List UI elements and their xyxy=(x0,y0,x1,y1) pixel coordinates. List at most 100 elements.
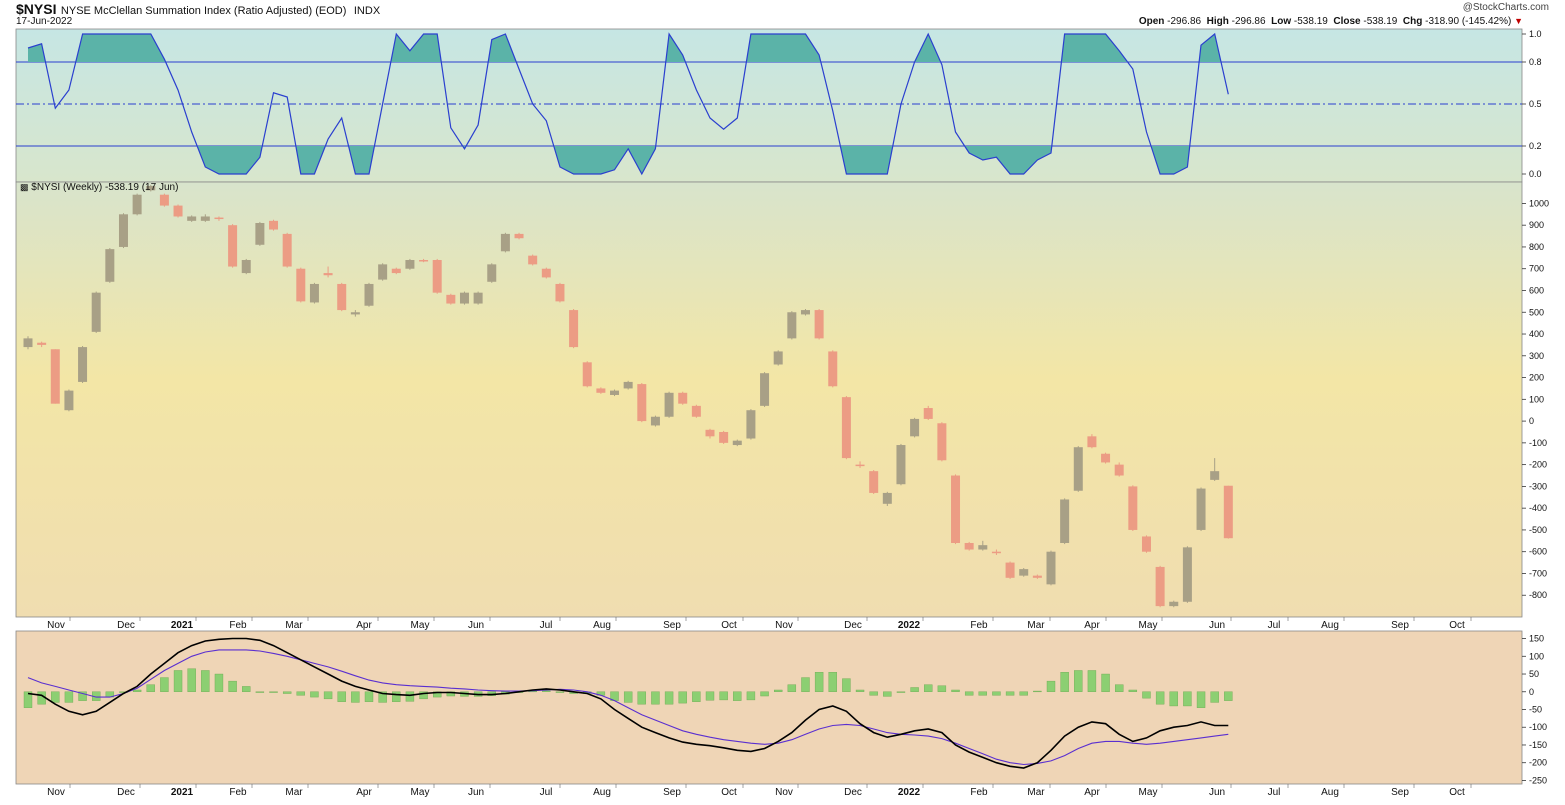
macd-histogram-bar xyxy=(51,691,60,703)
month-label: Dec xyxy=(844,620,862,631)
candle-body xyxy=(664,392,674,417)
month-label: Sep xyxy=(1391,620,1409,631)
macd-histogram-bar xyxy=(310,691,319,698)
candle-body xyxy=(719,431,729,443)
month-label: May xyxy=(411,787,430,798)
macd-histogram-bar xyxy=(801,677,810,692)
month-label: Jun xyxy=(1209,787,1225,798)
candle-body xyxy=(173,205,183,217)
candle-body xyxy=(773,351,783,365)
month-label: Jun xyxy=(1209,620,1225,631)
candle-body xyxy=(1046,551,1056,585)
month-label: Mar xyxy=(1027,787,1045,798)
candle-body xyxy=(582,362,592,387)
candle-body xyxy=(937,423,947,461)
macd-histogram-bar xyxy=(855,689,865,692)
month-label: Oct xyxy=(1449,787,1465,798)
candle-body xyxy=(132,194,142,215)
candle-body xyxy=(241,260,251,274)
candle-body xyxy=(978,545,988,550)
macd-histogram-bar xyxy=(1210,691,1219,703)
candle-body xyxy=(1155,566,1165,607)
month-label: May xyxy=(1139,620,1158,631)
candle-body xyxy=(1182,547,1192,602)
candle-body xyxy=(1019,569,1029,576)
price-y-tick-label: -100 xyxy=(1529,438,1547,448)
candle-body xyxy=(50,349,60,404)
candle-body xyxy=(896,445,906,485)
month-label: Aug xyxy=(593,620,611,631)
candle-body xyxy=(1169,601,1179,607)
macd-y-tick-label: 0 xyxy=(1529,687,1534,697)
month-label: Feb xyxy=(229,620,247,631)
series-icon: ▩ xyxy=(20,182,29,192)
macd-histogram-bar xyxy=(964,691,974,696)
candle-body xyxy=(500,233,510,252)
candle-body xyxy=(923,408,933,419)
macd-histogram-bar xyxy=(664,691,674,705)
month-label: Jul xyxy=(540,620,553,631)
macd-histogram-bar xyxy=(637,691,646,705)
month-label: Apr xyxy=(1084,620,1100,631)
month-label: Nov xyxy=(47,787,65,798)
macd-histogram-bar xyxy=(678,691,687,704)
month-label: Feb xyxy=(970,620,988,631)
main-legend: ▩ $NYSI (Weekly) -538.19 (17 Jun) xyxy=(20,182,178,193)
price-y-tick-label: -800 xyxy=(1529,590,1547,600)
candle-body xyxy=(378,264,388,280)
month-label: Aug xyxy=(593,787,611,798)
candle-body xyxy=(432,260,442,293)
candle-body xyxy=(446,294,456,304)
candle-body xyxy=(255,223,265,245)
macd-histogram-bar xyxy=(1169,691,1178,707)
candle-body xyxy=(650,416,660,426)
macd-histogram-bar xyxy=(160,677,169,692)
macd-histogram-bar xyxy=(228,680,237,692)
macd-signal-line xyxy=(27,649,1229,766)
macd-histogram-bar xyxy=(1060,672,1069,692)
month-label: Jul xyxy=(1268,787,1281,798)
macd-histogram-bar xyxy=(1005,691,1015,696)
candle-body xyxy=(1060,499,1070,543)
candle-body xyxy=(296,268,306,302)
macd-histogram-bar xyxy=(1074,670,1083,692)
macd-histogram-bar xyxy=(1155,691,1165,705)
ohlc-readout: Open -296.86 High -296.86 Low -538.19 Cl… xyxy=(1139,16,1523,27)
macd-histogram-bar xyxy=(1101,673,1110,692)
macd-histogram-bar xyxy=(692,691,701,702)
price-y-tick-label: 900 xyxy=(1529,220,1544,230)
candle-body xyxy=(1223,485,1233,539)
candle-body xyxy=(610,390,620,395)
candle-body xyxy=(228,225,238,267)
macd-histogram-bar xyxy=(828,672,837,692)
macd-histogram-bar xyxy=(392,691,401,702)
macd-histogram-bar xyxy=(323,691,333,700)
month-label: Mar xyxy=(285,620,303,631)
macd-histogram-bar xyxy=(337,691,346,702)
candle-body xyxy=(760,373,770,406)
macd-y-tick-label: 100 xyxy=(1529,651,1544,661)
month-label: Jul xyxy=(1268,620,1281,631)
copyright-label: @StockCharts.com xyxy=(1462,2,1549,13)
price-y-tick-label: 0 xyxy=(1529,416,1534,426)
low-label: Low xyxy=(1271,16,1292,27)
macd-histogram-bar xyxy=(924,684,933,692)
candle-body xyxy=(855,464,865,467)
candle-body xyxy=(514,233,524,239)
macd-y-tick-label: -200 xyxy=(1529,758,1547,768)
price-y-tick-label: 200 xyxy=(1529,373,1544,383)
macd-histogram-bar xyxy=(419,691,428,700)
candle-body xyxy=(459,292,469,304)
close-label: Close xyxy=(1333,16,1361,27)
candle-body xyxy=(732,440,742,446)
candle-body xyxy=(473,292,483,304)
month-label: May xyxy=(411,620,430,631)
candle-body xyxy=(882,492,892,504)
candle-body xyxy=(596,388,606,393)
symbol-label: $NYSI xyxy=(16,1,57,17)
candle-body xyxy=(214,217,224,220)
candle-body xyxy=(1005,562,1015,578)
candle-body xyxy=(1196,488,1206,530)
